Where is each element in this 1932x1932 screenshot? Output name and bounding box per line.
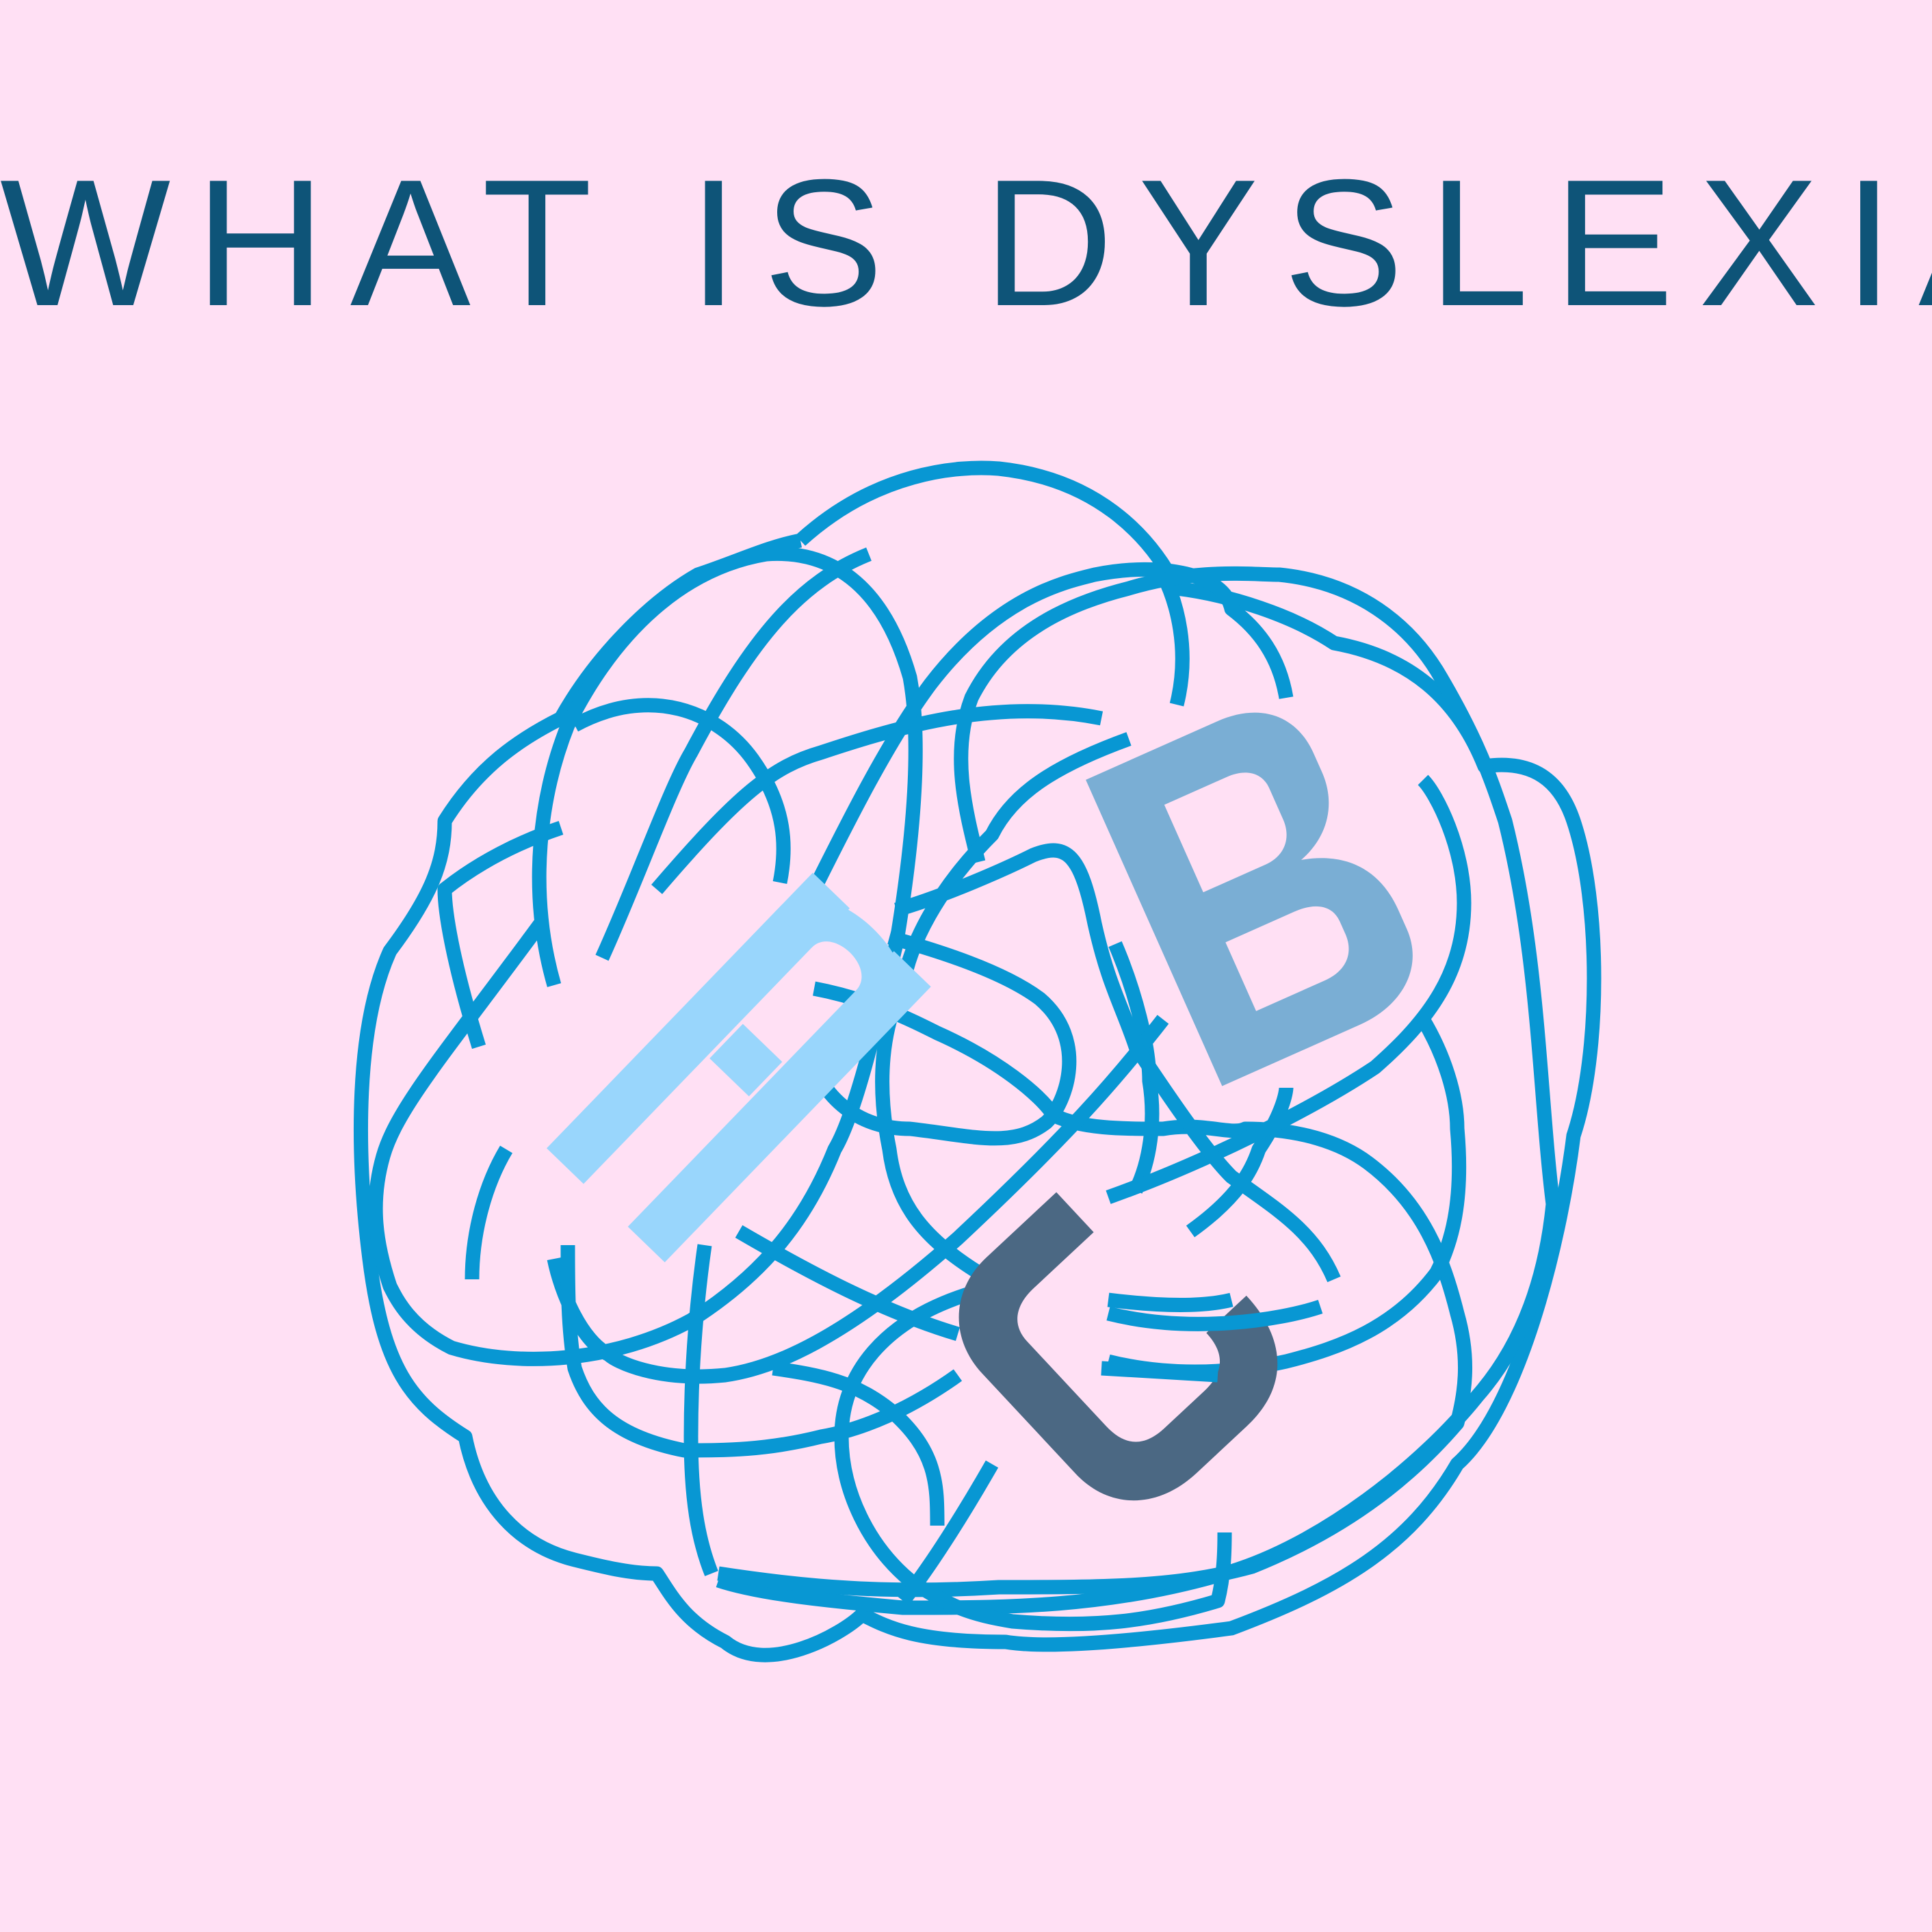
letter-a-icon [547,872,931,1263]
letter-b-icon [1086,712,1413,1086]
page-title: WHAT IS DYSLEXIA? [0,142,1932,343]
letter-c-icon [958,1192,1278,1501]
scribble-lines [354,460,1602,1662]
scribble-lines-top [1101,1300,1323,1383]
